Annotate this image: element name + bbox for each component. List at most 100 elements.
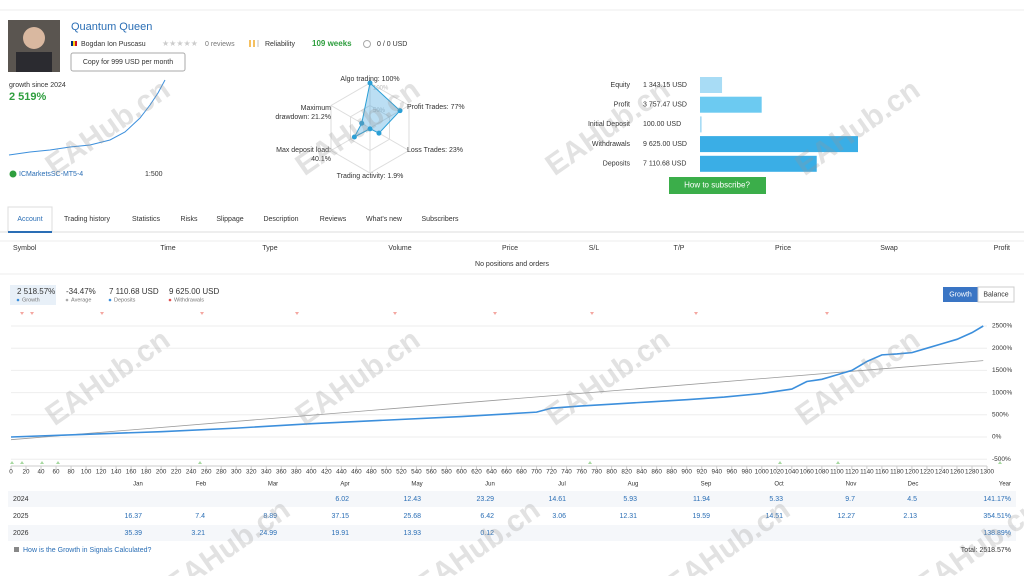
flag-blue (71, 41, 73, 46)
x-tick-label: 880 (666, 469, 677, 476)
x-tick-label: 620 (471, 469, 482, 476)
copy-button[interactable] (70, 52, 186, 72)
year-total: 138.89% (983, 530, 1011, 537)
event-marker (20, 461, 24, 464)
month-value: 11.94 (693, 496, 710, 503)
column-header: Swap (880, 245, 898, 252)
month-value: 12.43 (403, 496, 421, 503)
no-positions: No positions and orders (475, 261, 549, 268)
column-header: T/P (674, 245, 685, 252)
broker[interactable]: ICMarketsSC-MT5-4 (19, 171, 83, 178)
copy-button-label[interactable]: Copy for 999 USD per month (83, 59, 173, 66)
x-tick-label: 180 (141, 469, 152, 476)
growth-button[interactable] (943, 287, 978, 302)
x-tick-label: 1020 (770, 469, 785, 476)
bar-label: Deposits (603, 161, 631, 168)
month-value: 14.51 (765, 513, 783, 520)
event-marker (198, 461, 202, 464)
event-marker (778, 461, 782, 464)
month-value: 24.99 (259, 530, 277, 537)
tab[interactable]: Risks (180, 216, 198, 223)
x-tick-label: 200 (156, 469, 167, 476)
year: 2024 (13, 496, 29, 503)
bar-value-label: 9 625.00 USD (643, 141, 687, 148)
tab[interactable]: Trading history (64, 216, 111, 223)
footer-total: Total: 2518.57% (961, 547, 1011, 554)
x-tick-label: 560 (426, 469, 437, 476)
column-header: S/L (589, 245, 600, 252)
event-marker (836, 461, 840, 464)
balance-button-label[interactable]: Balance (983, 291, 1008, 298)
x-tick-label: 140 (111, 469, 122, 476)
x-tick-label: 1060 (800, 469, 815, 476)
radar-label: Loss Trades: 23% (407, 147, 463, 154)
reviews[interactable]: 0 reviews (205, 41, 235, 48)
x-tick-label: 380 (291, 469, 302, 476)
month-value: 12.27 (837, 513, 855, 520)
month-header: May (411, 482, 422, 488)
bar-label: Withdrawals (592, 141, 631, 148)
month-header: Mar (268, 482, 278, 488)
radar-label: Profit Trades: 77% (407, 104, 465, 111)
x-tick-label: 1120 (845, 469, 859, 476)
subscribe-button[interactable] (669, 177, 766, 194)
event-marker (295, 312, 299, 315)
verified-icon (9, 170, 17, 178)
bar (700, 155, 817, 172)
month-value: 12.31 (619, 513, 637, 520)
bar-value-label: 3 757.47 USD (643, 102, 687, 109)
subscribe-button-label[interactable]: How to subscribe? (684, 181, 750, 190)
tab[interactable]: Subscribers (422, 216, 459, 223)
summary-value: 7 110.68 USD (109, 287, 159, 296)
x-tick-label: 580 (441, 469, 452, 476)
summary-value: 2 518.57% (17, 287, 55, 296)
tab[interactable]: Statistics (132, 216, 161, 223)
month-value: 3.06 (552, 513, 566, 520)
x-tick-label: 1100 (830, 469, 844, 476)
tab[interactable]: Account (17, 216, 42, 223)
growth-button-label[interactable]: Growth (949, 291, 972, 298)
x-tick-label: 160 (126, 469, 137, 476)
x-tick-label: 940 (711, 469, 722, 476)
x-tick-label: 540 (411, 469, 422, 476)
summary-dot (108, 298, 112, 302)
growth-sparkline (8, 79, 166, 156)
event-marker (588, 461, 592, 464)
bar-label: Initial Deposit (588, 121, 630, 128)
bar (700, 116, 702, 133)
x-tick-label: 860 (651, 469, 662, 476)
x-tick-label: 1080 (815, 469, 830, 476)
y-tick-label: 0% (992, 434, 1002, 441)
month-value: 8.89 (263, 513, 277, 520)
x-tick-label: 80 (68, 469, 76, 476)
balance-button[interactable] (977, 286, 1015, 303)
column-header: Price (502, 245, 518, 252)
month-header: Dec (908, 482, 919, 488)
month-value: 16.37 (124, 513, 142, 520)
column-header: Volume (388, 245, 411, 252)
footer-link[interactable]: How is the Growth in Signals Calculated? (23, 547, 152, 554)
radar-label: Max deposit load: (276, 147, 331, 154)
tab[interactable]: Slippage (216, 216, 243, 223)
author[interactable]: Bogdan Ion Puscasu (81, 41, 146, 48)
x-tick-label: 240 (186, 469, 197, 476)
month-header: Sep (701, 482, 712, 488)
event-marker (590, 312, 594, 315)
radar-point (367, 80, 373, 86)
tab[interactable]: Reviews (320, 216, 347, 223)
event-marker (393, 312, 397, 315)
column-header: Symbol (13, 245, 37, 252)
event-marker (200, 312, 204, 315)
month-header: Oct (774, 482, 784, 488)
tab[interactable]: What's new (366, 216, 403, 223)
x-tick-label: 900 (681, 469, 692, 476)
leverage: 1:500 (145, 171, 163, 178)
signal-title: Quantum Queen (71, 21, 152, 33)
month-value: 9.7 (845, 496, 855, 503)
x-tick-label: 780 (591, 469, 602, 476)
tab[interactable]: Description (263, 216, 298, 223)
radar-label: 40.1% (311, 156, 331, 163)
x-tick-label: 0 (9, 469, 13, 476)
event-marker (30, 312, 34, 315)
